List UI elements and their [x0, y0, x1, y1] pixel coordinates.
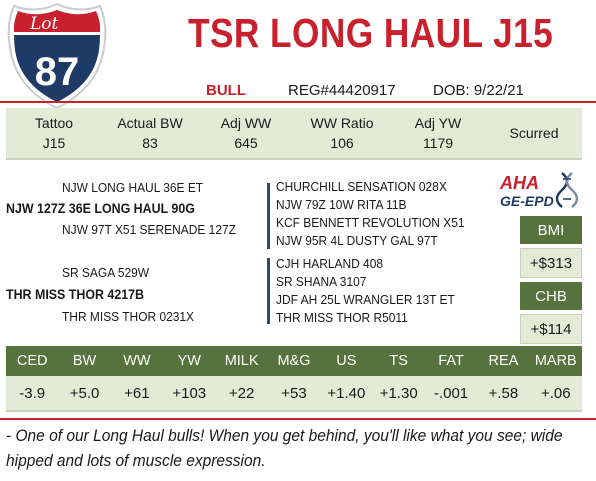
epd-label-fat: FAT	[438, 353, 464, 369]
epd-label-marb: MARB	[534, 353, 577, 369]
date-of-birth: DOB: 9/22/21	[433, 82, 524, 99]
epd-value-yw: +103	[172, 384, 207, 402]
animal-name: TSR LONG HAUL J15	[188, 10, 554, 56]
bmi-label: BMI	[520, 216, 582, 244]
pedigree-dam: THR MISS THOR 4217B	[6, 287, 145, 302]
epd-value-rea: +.58	[488, 384, 519, 402]
stat-tattoo: Tattoo J15	[6, 108, 102, 158]
stat-value: J15	[42, 135, 66, 151]
epd-value-ts: +1.30	[379, 384, 418, 402]
pedigree-sire: NJW 127Z 36E LONG HAUL 90G	[6, 201, 195, 216]
pedigree-ancestor: KCF BENNETT REVOLUTION X51	[276, 215, 465, 230]
stat-actual-bw: Actual BW 83	[102, 108, 198, 158]
registration-number: REG#44420917	[288, 82, 396, 99]
ge-epd-logo-text: GE-EPD	[500, 193, 554, 209]
stat-label: Tattoo	[34, 115, 74, 131]
lot-comment: - One of our Long Haul bulls! When you g…	[6, 427, 563, 470]
epd-value-mg: +53	[281, 384, 307, 402]
stat-ww-ratio: WW Ratio 106	[294, 108, 390, 158]
pedigree-ancestor: THR MISS THOR R5011	[276, 310, 408, 325]
stat-label: Actual BW	[117, 115, 183, 131]
stat-label: Adj YW	[414, 115, 462, 131]
chb-value: +$114	[520, 314, 582, 344]
sex-label: BULL	[206, 82, 246, 99]
epd-label-mg: M&G	[277, 353, 311, 369]
epd-label-ced: CED	[16, 353, 48, 369]
epd-value-fat: -.001	[433, 384, 469, 402]
aha-ge-epd-logo: AHA GE-EPD	[498, 171, 582, 209]
pedigree-ancestor: NJW 95R 4L DUSTY GAL 97T	[276, 233, 438, 248]
stat-label: Scurred	[509, 125, 559, 141]
epd-value-bw: +5.0	[69, 384, 100, 402]
lot-number: 87	[35, 50, 80, 94]
aha-logo-text: AHA	[499, 173, 539, 193]
epd-value-ced: -3.9	[19, 384, 46, 402]
stat-scurred: Scurred	[486, 108, 582, 158]
stat-value: 1179	[422, 135, 454, 151]
pedigree-dam-dam: THR MISS THOR 0231X	[62, 309, 195, 324]
chb-label: CHB	[520, 282, 582, 310]
epd-value-us: +1.40	[327, 384, 366, 402]
stat-value: 645	[234, 135, 258, 151]
epd-label-bw: BW	[72, 353, 97, 369]
epd-value-marb: +.06	[540, 384, 571, 402]
epd-label-yw: YW	[177, 353, 201, 369]
pedigree-sire-sire: NJW LONG HAUL 36E ET	[62, 180, 204, 195]
epd-label-us: US	[336, 353, 357, 369]
stat-adj-yw: Adj YW 1179	[390, 108, 486, 158]
stat-value: 106	[330, 135, 354, 151]
epd-label-ww: WW	[123, 353, 151, 369]
pedigree-ancestor: NJW 79Z 10W RITA 11B	[276, 197, 407, 212]
header-divider	[0, 101, 596, 103]
pedigree-ancestor: JDF AH 25L WRANGLER 13T ET	[276, 292, 455, 307]
lot-label: Lot	[29, 14, 59, 34]
pedigree-divider	[267, 183, 270, 249]
pedigree-ancestor: CHURCHILL SENSATION 028X	[276, 179, 447, 194]
epd-header-row: CED BW WW YW MILK M&G US TS FAT REA MARB	[6, 346, 582, 376]
epd-label-milk: MILK	[224, 353, 259, 369]
pedigree-sire-dam: NJW 97T X51 SERENADE 127Z	[62, 222, 236, 237]
epd-value-ww: +61	[124, 384, 150, 402]
pedigree-dam-sire: SR SAGA 529W	[62, 265, 150, 280]
lot-shield: Lot 87	[7, 2, 107, 110]
bmi-value: +$313	[520, 248, 582, 278]
stat-adj-ww: Adj WW 645	[198, 108, 294, 158]
epd-label-rea: REA	[488, 353, 519, 369]
pedigree-divider	[267, 258, 270, 324]
epd-value-milk: +22	[228, 384, 255, 402]
stat-value: 83	[142, 135, 158, 151]
footer-divider	[0, 418, 596, 420]
stat-label: Adj WW	[220, 115, 272, 131]
pedigree-ancestor: SR SHANA 3107	[276, 274, 367, 289]
epd-label-ts: TS	[389, 353, 408, 369]
pedigree-ancestor: CJH HARLAND 408	[276, 256, 384, 271]
epd-value-row: -3.9 +5.0 +61 +103 +22 +53 +1.40 +1.30 -…	[6, 376, 582, 412]
stat-label: WW Ratio	[310, 115, 374, 131]
performance-stats: Tattoo J15 Actual BW 83 Adj WW 645 WW Ra…	[6, 108, 582, 160]
